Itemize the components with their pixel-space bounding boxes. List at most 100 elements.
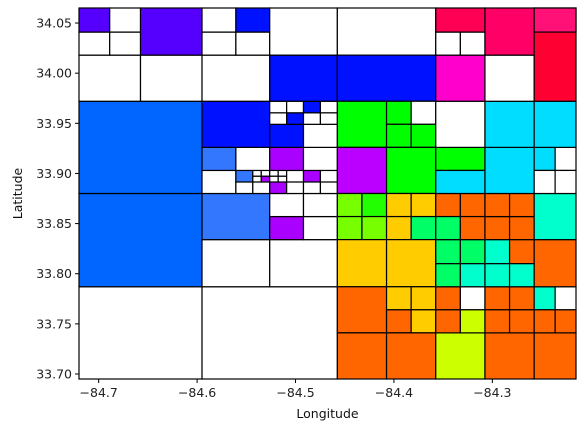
map-cell: [460, 217, 485, 240]
map-cell: [79, 32, 110, 55]
map-cell: [436, 310, 461, 333]
map-cell: [534, 240, 576, 287]
map-cell: [270, 176, 278, 182]
map-cell: [202, 287, 337, 379]
map-cell: [485, 310, 510, 333]
map-cell: [485, 217, 510, 240]
map-cell: [387, 124, 412, 147]
map-cell: [320, 101, 337, 113]
y-axis-label: Latitude: [10, 167, 25, 219]
map-cell: [303, 147, 337, 170]
map-cell: [236, 182, 253, 194]
y-tick-label: 33.95: [36, 116, 72, 131]
map-cell: [411, 124, 436, 147]
map-cell: [270, 182, 287, 194]
map-cell: [270, 101, 287, 113]
map-cell: [436, 333, 485, 379]
map-cell: [270, 8, 338, 55]
map-cell: [436, 264, 461, 287]
map-cell: [202, 8, 236, 32]
map-cell: [79, 101, 202, 193]
map-cell: [79, 287, 202, 379]
map-cell: [555, 310, 576, 333]
map-cell: [287, 101, 304, 113]
y-tick-label: 33.70: [36, 366, 72, 381]
map-cell: [261, 170, 269, 176]
map-cell: [110, 8, 141, 32]
map-cell: [387, 333, 436, 379]
map-cell: [253, 170, 261, 176]
map-cell: [387, 287, 412, 310]
map-cell: [278, 170, 286, 176]
map-cell: [141, 55, 203, 101]
map-cell: [236, 32, 270, 55]
map-cell: [110, 32, 141, 55]
map-cell: [320, 182, 337, 194]
map-cell: [337, 147, 386, 193]
y-tick-label: 33.90: [36, 166, 72, 181]
y-tick-label: 34.00: [36, 66, 72, 81]
map-cell: [555, 170, 576, 193]
map-cell: [202, 32, 236, 55]
map-cell: [270, 217, 304, 240]
map-cell: [485, 101, 534, 147]
map-cell: [411, 217, 436, 240]
map-cell: [303, 182, 320, 194]
map-cell: [387, 217, 412, 240]
map-cell: [236, 147, 270, 170]
map-cell: [460, 287, 485, 310]
map-cell: [534, 170, 555, 193]
map-cell: [202, 101, 270, 147]
x-tick-label: −84.4: [375, 385, 413, 400]
map-cell: [79, 194, 202, 287]
map-cell: [436, 8, 485, 32]
map-cell: [270, 113, 287, 125]
map-cell: [270, 170, 278, 176]
map-cell: [485, 55, 534, 101]
map-cell: [485, 264, 510, 287]
y-tick-label: 33.80: [36, 266, 72, 281]
map-cell: [436, 194, 461, 217]
map-cell: [387, 101, 412, 124]
map-cell: [436, 101, 485, 147]
map-cell: [510, 240, 535, 264]
map-cell: [460, 194, 485, 217]
map-cell: [534, 287, 555, 310]
map-cell: [411, 287, 436, 310]
map-cell: [436, 170, 485, 193]
map-cell: [411, 101, 436, 124]
map-cell: [534, 101, 576, 147]
map-cell: [303, 101, 320, 113]
map-cell: [236, 170, 253, 182]
map-cell: [303, 124, 337, 147]
map-cell: [278, 176, 286, 182]
map-cell: [303, 170, 320, 182]
map-cell: [460, 32, 485, 55]
x-tick-label: −84.3: [473, 385, 511, 400]
map-cell: [411, 310, 436, 333]
map-cell: [303, 113, 320, 125]
map-cell: [510, 287, 535, 310]
map-cell: [485, 287, 510, 310]
map-cell: [436, 217, 461, 240]
map-cell: [534, 8, 576, 32]
map-cell: [337, 101, 386, 147]
map-cell: [436, 55, 485, 101]
x-tick-label: −84.6: [178, 385, 216, 400]
x-axis-label: Longitude: [296, 406, 358, 421]
map-cell: [387, 147, 436, 193]
map-cell: [534, 147, 555, 170]
map-cell: [287, 182, 304, 194]
map-cell: [287, 113, 304, 125]
x-tick-label: −84.5: [276, 385, 314, 400]
map-cell: [460, 310, 485, 333]
map-cell: [270, 147, 304, 170]
map-cell: [436, 240, 461, 264]
map-cell: [411, 194, 436, 217]
map-cell: [337, 333, 386, 379]
map-cell: [337, 55, 435, 101]
map-cell: [202, 55, 270, 101]
map-cell: [485, 147, 534, 193]
y-tick-label: 34.05: [36, 16, 72, 31]
